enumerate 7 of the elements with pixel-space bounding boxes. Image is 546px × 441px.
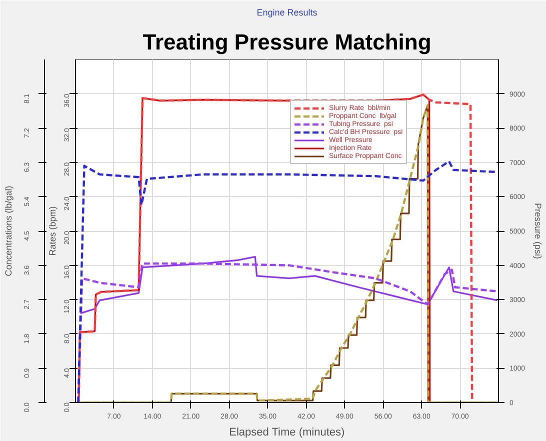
chart-title: Engine Results bbox=[256, 8, 318, 18]
x-axis-title: Elapsed Time (minutes) bbox=[229, 426, 345, 438]
y2-axis-title: Concentrations (lb/gal) bbox=[4, 186, 14, 276]
chart-subtitle: Treating Pressure Matching bbox=[142, 30, 432, 54]
line-series bbox=[80, 256, 498, 314]
y3-axis-title: Pressure (psi) bbox=[533, 202, 544, 260]
y-axis-title: Rates (bpm) bbox=[48, 206, 58, 256]
